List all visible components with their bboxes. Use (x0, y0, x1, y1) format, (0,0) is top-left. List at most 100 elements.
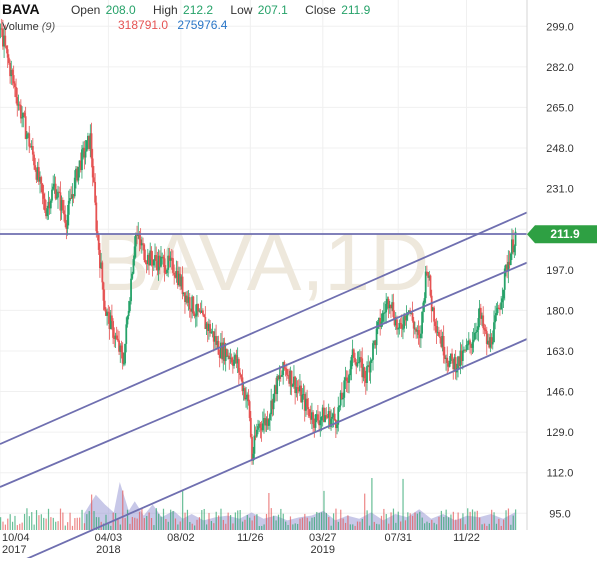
candle-body (458, 356, 461, 366)
volume-bar (445, 509, 447, 530)
candle-body (16, 97, 19, 106)
volume-bar (126, 509, 129, 530)
candle-body (126, 316, 129, 325)
candle-body (476, 329, 479, 333)
y-tick-label: 129.0 (546, 427, 574, 439)
candle-body (463, 349, 465, 351)
candle-body (252, 453, 255, 461)
candle-body (94, 182, 97, 203)
volume-bar (131, 517, 133, 530)
candle-body (91, 158, 94, 178)
volume-bar (174, 518, 177, 530)
high-label: High (153, 3, 178, 17)
candle-body (402, 328, 404, 330)
candle-body (331, 416, 334, 419)
volume-bar (299, 518, 301, 530)
candle-body (3, 35, 5, 47)
volume-bar (380, 515, 383, 530)
candle-body (431, 307, 434, 312)
candle-body (373, 340, 376, 344)
candle-body (225, 349, 228, 357)
candle-body (154, 255, 156, 261)
volume-bar (165, 518, 167, 530)
candle-body (322, 407, 325, 422)
candle-body (0, 28, 3, 30)
candle-body (245, 397, 247, 400)
volume-bar (273, 515, 275, 530)
volume-bar (486, 525, 488, 530)
volume-bar (356, 521, 359, 530)
candle-body (224, 349, 227, 361)
volume-bar (177, 524, 179, 530)
x-tick-label: 04/03 (95, 532, 123, 544)
candle-body (85, 140, 88, 152)
y-tick-label: 146.0 (546, 387, 574, 399)
candle-body (306, 398, 309, 408)
volume-bar (213, 523, 215, 530)
volume-bar (479, 517, 481, 530)
candle-body (114, 335, 117, 339)
candle-body (19, 105, 22, 119)
y-tick-label: 112.0 (547, 468, 574, 480)
volume-bar (320, 512, 323, 530)
candle-body (97, 234, 100, 250)
volume-bar (182, 490, 184, 530)
candle-body (293, 376, 295, 385)
volume-bar (186, 509, 189, 530)
candle-body (37, 167, 40, 182)
candle-body (203, 314, 206, 317)
volume-bar (153, 525, 155, 530)
volume-bar (505, 510, 507, 530)
volume-bar (275, 520, 277, 530)
candle-body (271, 400, 274, 410)
volume-count: (9) (41, 21, 56, 33)
candle-body (17, 104, 20, 106)
volume-bar (57, 521, 59, 530)
volume-bar (26, 508, 28, 530)
volume-bar (371, 478, 373, 530)
candle-body (192, 296, 195, 314)
candle-body (115, 335, 118, 339)
volume-bar (280, 508, 282, 530)
candle-body (465, 344, 468, 351)
candle-body (172, 258, 174, 273)
candle-body (343, 380, 346, 398)
volume-bar (146, 516, 148, 530)
candle-body (415, 328, 418, 332)
candle-body (393, 316, 396, 326)
candle-body (163, 258, 166, 273)
volume-bar (0, 517, 2, 530)
candle-body (452, 358, 455, 370)
volume-bar (71, 525, 74, 530)
candle-body (23, 112, 26, 117)
volume-bar (366, 510, 368, 530)
volume-bar (67, 522, 69, 530)
candle-body (110, 315, 113, 322)
candle-body (215, 336, 217, 345)
candle-body (313, 424, 316, 428)
candle-body (248, 401, 251, 418)
candle-body (420, 333, 422, 339)
volume-bar (268, 492, 270, 530)
volume-bar (14, 515, 16, 530)
candle-body (196, 303, 198, 316)
candle-body (408, 310, 410, 313)
candle-body (202, 310, 204, 315)
candle-body (66, 214, 69, 229)
candle-body (6, 49, 9, 58)
candle-body (173, 272, 176, 275)
candle-body (108, 312, 111, 330)
candle-body (242, 388, 245, 391)
candle-body (487, 340, 489, 344)
candle-body (513, 245, 516, 253)
volume-bar (206, 524, 208, 530)
candle-body (133, 246, 136, 260)
candle-body (290, 370, 293, 387)
volume-bar (237, 510, 239, 530)
volume-bar (428, 522, 430, 530)
volume-bar (52, 517, 54, 530)
candle-body (364, 378, 367, 383)
candle-body (59, 192, 62, 211)
